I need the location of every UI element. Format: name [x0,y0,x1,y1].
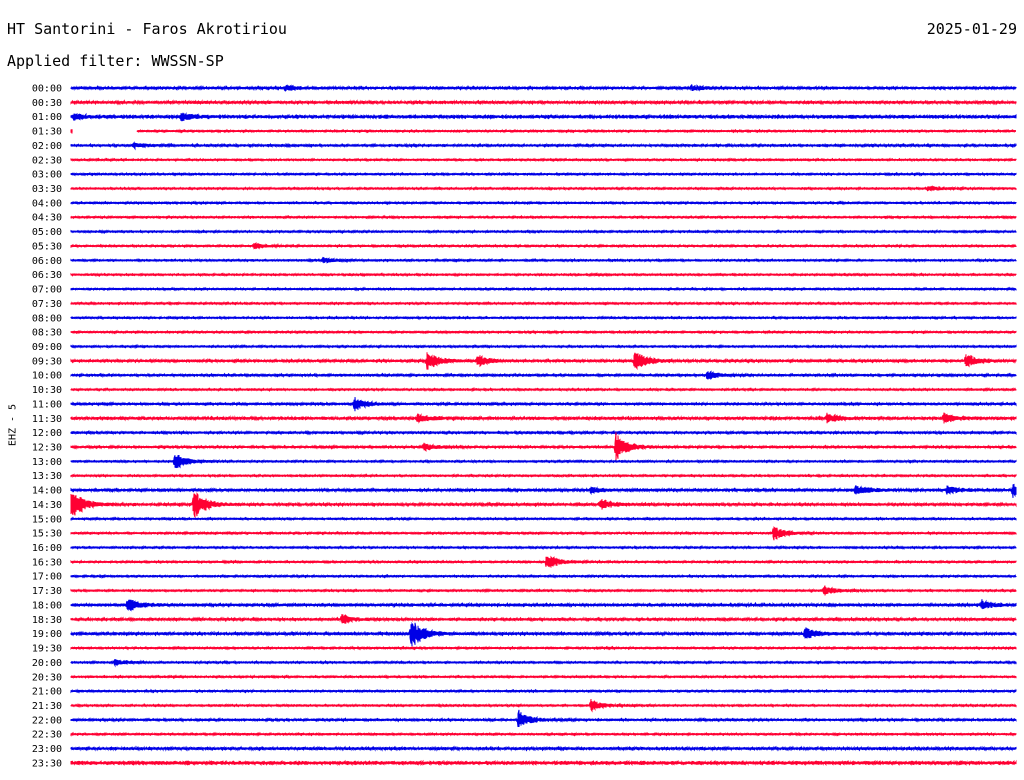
channel-label: EHZ - 5 [7,403,19,447]
tick-label: 01:00 [32,112,62,123]
trace-row-1800 [70,599,1017,612]
tick-label: 17:30 [32,586,62,597]
tick-label: 13:00 [32,457,62,468]
trace-row-2330 [70,759,1017,767]
tick-label: 10:00 [32,371,62,382]
tick-label: 06:30 [32,270,62,281]
tick-label: 01:30 [32,127,62,138]
date-label: 2025-01-29 [926,20,1017,38]
tick-label: 23:30 [32,758,62,769]
tick-label: 02:00 [32,141,62,152]
tick-label: 19:00 [32,629,62,640]
tick-label: 14:30 [32,500,62,511]
tick-label: 12:30 [32,443,62,454]
tick-label: 08:00 [32,313,62,324]
tick-label: 08:30 [32,328,62,339]
tick-label: 02:30 [32,155,62,166]
tick-label: 22:00 [32,715,62,726]
tick-label: 11:00 [32,399,62,410]
trace-group [70,83,1017,767]
tick-label: 05:00 [32,227,62,238]
tick-label: 19:30 [32,644,62,655]
tick-label: 07:30 [32,299,62,310]
trace-row-1430 [70,492,1017,518]
trace-row-2200 [70,709,1017,728]
tick-label: 23:00 [32,744,62,755]
tick-label: 00:00 [32,84,62,95]
tick-label: 05:30 [32,241,62,252]
tick-label: 18:00 [32,600,62,611]
tick-label-group: 00:00 00:30 01:00 01:30 02:00 02:30 03:00 03:30… [32,84,62,770]
tick-label: 13:30 [32,471,62,482]
tick-label: 17:00 [32,572,62,583]
filter-label: Applied filter: WWSSN-SP [7,52,224,70]
tick-label: 09:30 [32,356,62,367]
tick-label: 16:00 [32,543,62,554]
tick-label: 06:00 [32,256,62,267]
station-title: HT Santorini - Faros Akrotiriou [7,20,287,38]
tick-label: 00:30 [32,98,62,109]
tick-label: 21:30 [32,701,62,712]
tick-label: 21:00 [32,687,62,698]
tick-label: 12:00 [32,428,62,439]
tick-label: 14:00 [32,486,62,497]
tick-label: 16:30 [32,557,62,568]
tick-label: 03:00 [32,170,62,181]
tick-label: 04:30 [32,213,62,224]
tick-label: 15:30 [32,529,62,540]
tick-label: 04:00 [32,198,62,209]
tick-label: 20:30 [32,672,62,683]
tick-label: 10:30 [32,385,62,396]
tick-label: 18:30 [32,615,62,626]
tick-label: 20:00 [32,658,62,669]
tick-label: 22:30 [32,730,62,741]
trace-row-1400 [70,483,1017,498]
tick-label: 11:30 [32,414,62,425]
tick-label: 15:00 [32,514,62,525]
tick-label: 07:00 [32,285,62,296]
tick-label: 03:30 [32,184,62,195]
tick-label: 09:00 [32,342,62,353]
